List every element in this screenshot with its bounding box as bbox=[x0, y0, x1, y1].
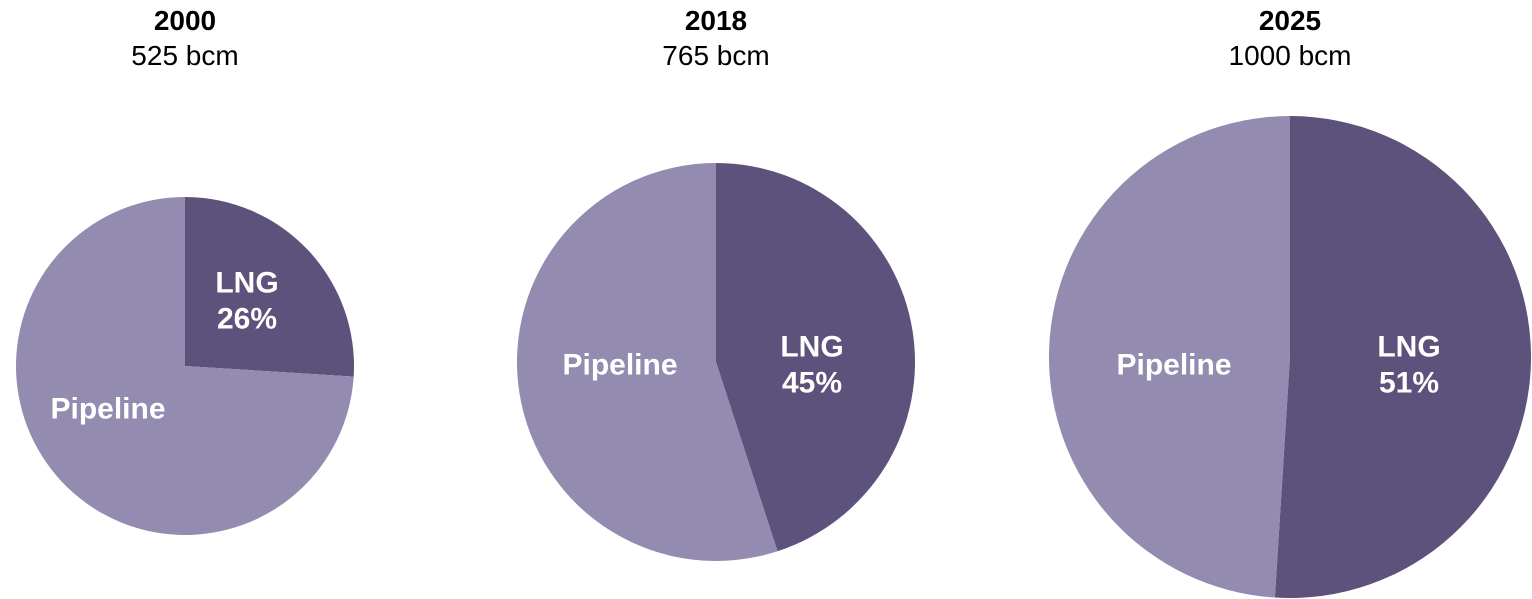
pie-subtitle: 765 bcm bbox=[662, 40, 770, 71]
slice-percent-label: 45% bbox=[782, 367, 842, 400]
slice-label: LNG bbox=[215, 267, 278, 300]
pie-title: 2025 bbox=[1258, 5, 1322, 36]
slice-label: LNG bbox=[1377, 331, 1440, 364]
pie-slice-lng bbox=[185, 197, 354, 377]
slice-label: Pipeline bbox=[562, 349, 677, 382]
pie-subtitle: 525 bcm bbox=[131, 40, 239, 71]
slice-percent-label: 26% bbox=[217, 303, 277, 336]
pie-2018-header: 2018 765 bcm bbox=[566, 4, 866, 74]
pie-slice-pipeline bbox=[1048, 116, 1290, 598]
slice-label: Pipeline bbox=[50, 393, 165, 426]
slice-label: LNG bbox=[780, 331, 843, 364]
pie-2000-header: 2000 525 bcm bbox=[35, 4, 335, 74]
pie-slice-lng bbox=[716, 163, 915, 552]
pie-slice-lng bbox=[1274, 116, 1531, 598]
pie-title: 2000 bbox=[153, 5, 217, 36]
pie-slice-pipeline bbox=[517, 163, 778, 561]
pie-subtitle: 1000 bcm bbox=[1228, 40, 1352, 71]
pie-title: 2018 bbox=[684, 5, 748, 36]
slice-label: Pipeline bbox=[1116, 349, 1231, 382]
slice-percent-label: 51% bbox=[1379, 367, 1439, 400]
pie-slice-pipeline bbox=[15, 197, 354, 535]
pie-2025-header: 2025 1000 bcm bbox=[1140, 4, 1440, 74]
